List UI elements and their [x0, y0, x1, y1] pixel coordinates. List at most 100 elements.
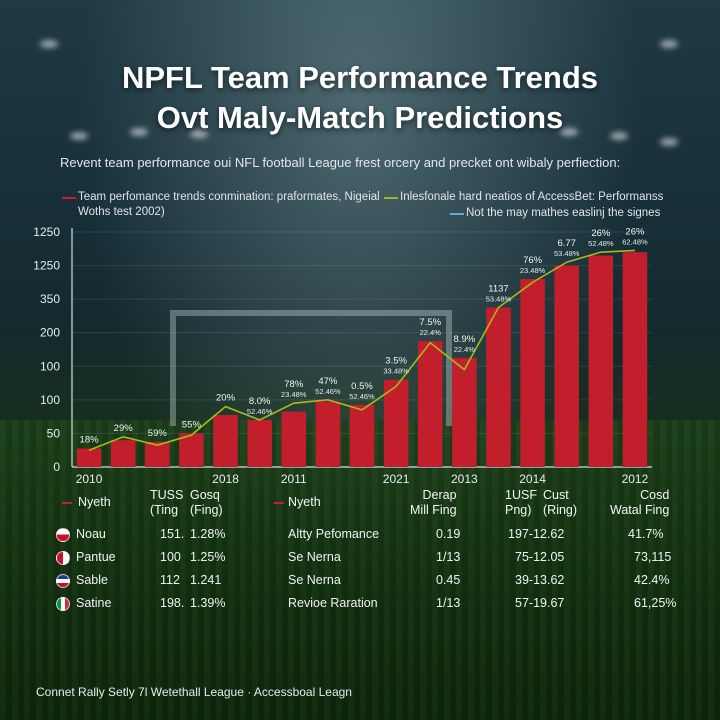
- trend-line: [88, 249, 635, 451]
- row-range: 75-12.05: [515, 550, 565, 564]
- data-label: 26%: [625, 226, 645, 237]
- bar: [622, 252, 648, 467]
- table-header-cust: Cust (Ring): [543, 488, 578, 517]
- page-title: NPFL Team Performance Trends Ovt Maly-Ma…: [0, 58, 720, 138]
- row-percent: 42.4%: [634, 573, 670, 587]
- plot-area: 0 50 100 100 200 350 1250 1250 18% 29% 59% 55% 20% 8.…: [33, 225, 652, 486]
- bar: [281, 411, 307, 467]
- row-ratio: 1/13: [436, 550, 461, 564]
- x-tick-label: 2014: [519, 472, 546, 486]
- row-value-2: 1.25%: [190, 550, 226, 564]
- team-name: Noau: [76, 527, 106, 541]
- flag-icon: [56, 574, 70, 588]
- data-label-secondary: 52.46%: [315, 387, 341, 396]
- y-tick-label: 1250: [33, 259, 60, 273]
- bar: [247, 420, 272, 467]
- y-tick-label: 200: [40, 326, 60, 340]
- bar: [417, 341, 443, 467]
- x-tick-label: 2012: [622, 472, 649, 486]
- data-label: 7.5%: [419, 317, 441, 328]
- bar: [486, 307, 511, 467]
- title-line-2: Ovt Maly-Match Predictions: [156, 100, 564, 135]
- data-label: 1137: [488, 284, 508, 295]
- bar: [76, 448, 102, 467]
- legend-label: Inlesfonale hard neatios of AccessBet: P…: [400, 191, 664, 203]
- x-tick-label: 2018: [212, 472, 239, 486]
- data-label-secondary: 52.46%: [349, 392, 375, 401]
- team-name: Satine: [76, 596, 112, 610]
- legend-label: Not the may mathes easlinj the signes: [466, 207, 661, 219]
- data-label: 8.0%: [249, 396, 271, 407]
- table-header-cosd: Cosd Watal Fing: [610, 488, 670, 517]
- header-marker: [62, 502, 72, 504]
- data-label-secondary: 52.48%: [588, 239, 614, 248]
- x-tick-label: 2011: [281, 472, 307, 486]
- row-value-1: 112: [160, 573, 180, 587]
- flag-icon: [56, 597, 70, 611]
- table-header-usf: 1USF Png): [505, 488, 537, 517]
- data-label-secondary: 22.4%: [420, 328, 442, 337]
- row-value-1: 100: [160, 550, 181, 564]
- table-header-derap: Derap Mill Fing: [410, 488, 457, 517]
- data-label: 0.5%: [351, 381, 373, 392]
- y-tick-label: 350: [40, 292, 60, 306]
- legend-label: Team perfomance trends conmination: praf…: [78, 191, 380, 218]
- y-tick-label: 100: [40, 359, 60, 373]
- row-percent: 73,115: [634, 550, 672, 564]
- footer-credit: Connet Rally Setly 7l Wetethall League ·…: [36, 685, 352, 699]
- header-marker: [274, 502, 284, 504]
- data-label: 76%: [523, 255, 543, 266]
- flag-icon: [56, 551, 70, 565]
- legend-swatch-green: [384, 197, 398, 199]
- x-tick-label: 2021: [383, 472, 410, 486]
- y-tick-label: 0: [53, 460, 60, 474]
- data-label: 78%: [284, 379, 304, 390]
- team-name: Sable: [76, 573, 108, 587]
- row-value-2: 1.241: [190, 573, 222, 587]
- bar: [315, 401, 341, 467]
- row-value-1: 151.: [160, 527, 185, 541]
- data-label-secondary: 23.48%: [281, 390, 307, 399]
- table-header-tuss: TUSS (Ting: [150, 488, 184, 517]
- y-tick-label: 100: [40, 393, 60, 407]
- stats-table: Nyeth TUSS (Ting Gosq (Fing) Nyeth Derap…: [0, 488, 720, 628]
- bar: [452, 357, 477, 467]
- data-label: 55%: [182, 419, 202, 430]
- bar: [349, 404, 375, 467]
- row-range: 57-19.67: [515, 596, 565, 610]
- row-ratio: 0.19: [436, 527, 461, 541]
- data-label: 47%: [318, 376, 338, 387]
- data-label-secondary: 53.48%: [486, 295, 512, 304]
- bar: [110, 440, 136, 467]
- goal-post: [170, 310, 452, 426]
- bar: [213, 414, 238, 467]
- data-label: 18%: [80, 435, 100, 446]
- bar: [179, 433, 204, 467]
- y-tick-label: 50: [47, 426, 61, 440]
- x-tick-label: 2010: [76, 472, 103, 486]
- table-header-metric: Nyeth: [288, 495, 321, 509]
- data-label-secondary: 22.4%: [454, 345, 476, 354]
- data-label-secondary: 62.48%: [622, 237, 648, 246]
- row-percent: 61,25%: [634, 596, 677, 610]
- data-label: 20%: [216, 393, 236, 404]
- chart-subtitle: Revent team performance oui NFL football…: [60, 155, 621, 170]
- data-label-secondary: 53.48%: [554, 249, 580, 258]
- legend-swatch-red: [62, 197, 76, 199]
- bar: [520, 279, 545, 467]
- stadium-lights: [0, 0, 720, 220]
- row-range: 39-13.62: [515, 573, 565, 587]
- row-value-1: 198.: [160, 596, 185, 610]
- data-label: 26%: [591, 228, 611, 239]
- data-label: 8.9%: [454, 334, 476, 345]
- legend-swatch-blue: [450, 213, 464, 215]
- data-label-secondary: 23.48%: [520, 266, 546, 275]
- row-metric: Se Nerna: [288, 573, 341, 587]
- row-percent: 41.7%: [628, 527, 664, 541]
- row-metric: Altty Pefomance: [288, 527, 380, 541]
- data-label-secondary: 33.48%: [383, 367, 409, 376]
- data-label: 6.77: [557, 238, 576, 249]
- row-ratio: 1/13: [436, 596, 461, 610]
- team-name: Pantue: [76, 550, 116, 564]
- y-tick-label: 1250: [33, 225, 60, 239]
